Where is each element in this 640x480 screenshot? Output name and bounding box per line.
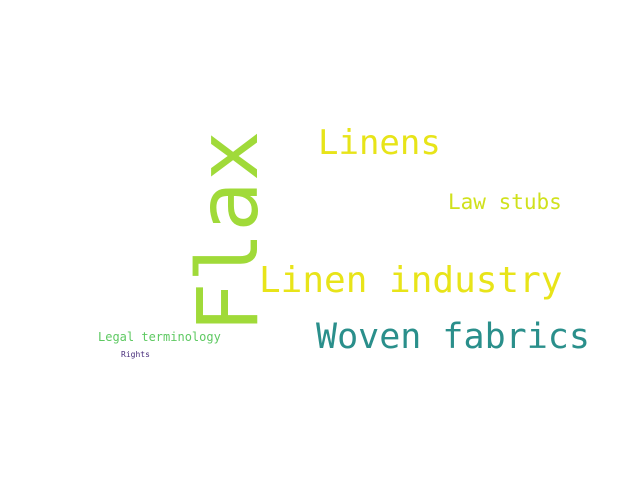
word-law-stubs: Law stubs (448, 190, 562, 214)
word-flax: Flax (179, 130, 277, 333)
word-rights: Rights (121, 350, 150, 359)
word-woven-fabrics: Woven fabrics (316, 317, 590, 357)
word-linens: Linens (318, 123, 441, 163)
word-legal-terminology: Legal terminology (98, 330, 221, 344)
word-linen-industry: Linen industry (259, 260, 563, 301)
